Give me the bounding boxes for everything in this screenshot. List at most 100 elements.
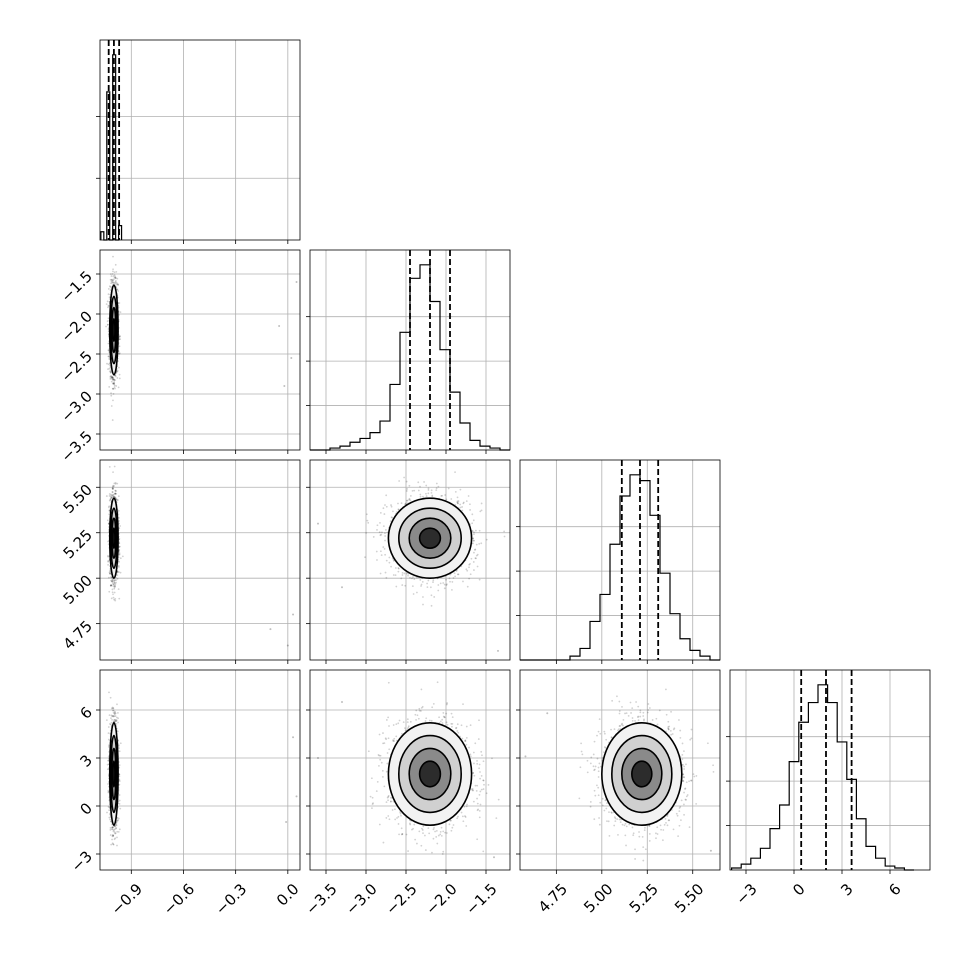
scatter-point	[409, 495, 412, 497]
scatter-point	[118, 549, 121, 551]
scatter-point	[113, 383, 115, 386]
y-tick-label: 6	[77, 703, 96, 722]
scatter-point	[459, 488, 462, 491]
scatter-point	[112, 485, 114, 488]
x-tick-label: −1.5	[462, 880, 500, 918]
scatter-point	[118, 794, 121, 796]
outlier-point	[292, 613, 295, 616]
scatter-point	[117, 284, 119, 286]
scatter-point	[462, 703, 464, 706]
scatter-point	[112, 596, 115, 599]
scatter-point	[464, 816, 467, 818]
panel-frame	[99, 249, 301, 451]
scatter-point	[108, 509, 111, 512]
scatter-point	[479, 771, 481, 773]
scatter-point	[388, 725, 390, 727]
scatter-point	[106, 768, 109, 771]
scatter-point	[474, 784, 477, 787]
scatter-point	[395, 585, 398, 588]
scatter-point	[365, 532, 368, 534]
scatter-point	[110, 597, 113, 600]
scatter-point	[115, 719, 118, 722]
scatter-point	[480, 542, 483, 545]
scatter-point	[451, 588, 453, 591]
scatter-point	[118, 778, 121, 781]
scatter-points	[317, 471, 506, 652]
scatter-point	[112, 275, 115, 278]
scatter-point	[118, 764, 121, 767]
scatter-point	[109, 834, 112, 836]
scatter-point	[422, 825, 425, 828]
scatter-point	[392, 574, 395, 576]
scatter-point	[117, 366, 120, 369]
scatter-point	[472, 772, 475, 774]
scatter-point	[384, 539, 386, 542]
scatter-point	[390, 516, 393, 519]
scatter-point	[422, 596, 424, 598]
scatter-point	[113, 715, 116, 718]
contour-line	[112, 760, 116, 788]
scatter-point	[470, 557, 473, 560]
scatter-point	[416, 714, 419, 717]
histogram-p3	[731, 684, 914, 871]
scatter-point	[114, 482, 117, 485]
scatter-point	[427, 492, 430, 495]
scatter-point	[119, 557, 122, 560]
scatter-point	[467, 495, 470, 497]
scatter-point	[112, 388, 115, 390]
scatter-point	[109, 371, 112, 374]
scatter-point	[415, 718, 417, 721]
scatter-point	[462, 501, 465, 504]
scatter-point	[478, 793, 481, 796]
scatter-point	[108, 510, 111, 512]
scatter-point	[117, 830, 120, 833]
scatter-point	[417, 489, 420, 492]
scatter-point	[419, 485, 421, 488]
scatter-point	[109, 696, 112, 699]
scatter-point	[113, 384, 116, 387]
scatter-point	[426, 582, 429, 585]
scatter-point	[113, 482, 116, 485]
scatter-point	[113, 719, 116, 721]
scatter-point	[107, 304, 110, 307]
scatter-point	[394, 567, 397, 569]
scatter-point	[114, 263, 117, 266]
scatter-point	[111, 419, 114, 421]
scatter-point	[110, 496, 113, 499]
scatter-point	[113, 586, 116, 589]
scatter-point	[384, 571, 387, 574]
scatter-point	[475, 557, 477, 560]
scatter-point	[385, 559, 388, 562]
scatter-point	[109, 584, 112, 587]
scatter-point	[109, 273, 112, 276]
scatter-point	[118, 597, 121, 600]
scatter-point	[118, 335, 121, 338]
scatter-point	[382, 525, 385, 528]
x-tick-label: −0.6	[160, 880, 198, 918]
scatter-point	[407, 574, 409, 577]
scatter-point	[111, 826, 114, 829]
scatter-point	[107, 355, 110, 358]
scatter-point	[107, 738, 110, 741]
x-tick-label: −3.5	[302, 880, 340, 918]
scatter-point	[107, 555, 110, 558]
scatter-point	[113, 271, 116, 274]
scatter-point	[388, 556, 391, 559]
scatter-point	[379, 550, 382, 553]
x-tick-label: 3	[837, 880, 856, 899]
scatter-point	[108, 495, 111, 497]
scatter-point	[118, 302, 121, 304]
scatter-point	[475, 554, 478, 557]
scatter-point	[371, 807, 373, 809]
scatter-point	[401, 584, 404, 586]
scatter-point	[464, 815, 466, 817]
scatter-point	[113, 492, 116, 495]
histogram-panel-p3: −3 0 3 6	[726, 669, 931, 908]
scatter-point	[110, 280, 113, 283]
scatter-point	[109, 827, 112, 829]
scatter-point	[480, 502, 483, 505]
scatter-point	[459, 506, 462, 509]
scatter-point	[108, 570, 111, 572]
scatter-point	[397, 508, 400, 511]
scatter-point	[435, 489, 438, 492]
